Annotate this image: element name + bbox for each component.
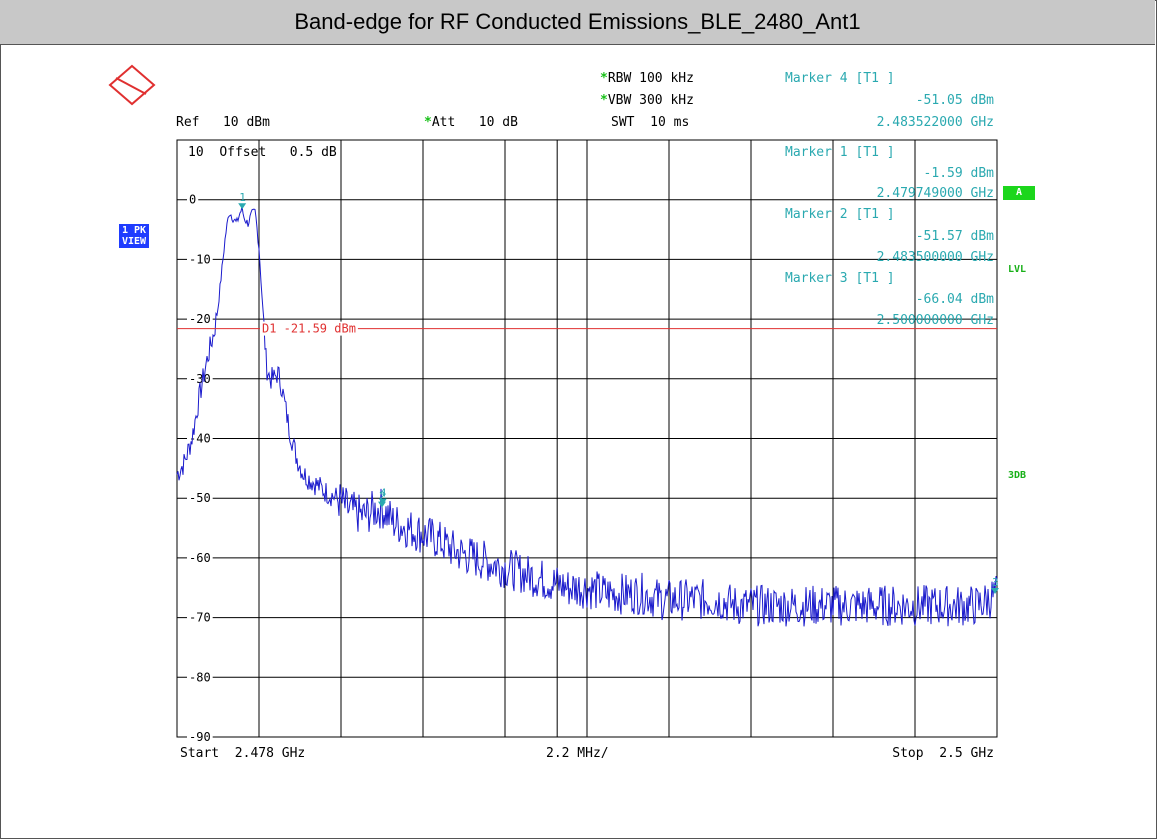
y-tick-label: 0 xyxy=(189,193,196,207)
y-tick-label: -70 xyxy=(189,611,211,625)
marker-4-label: 4 xyxy=(380,486,387,499)
trace-line xyxy=(176,206,998,627)
y-tick-label-bg xyxy=(187,192,199,207)
attenuation-readout: *Att 10 dB xyxy=(424,115,518,130)
y-tick-label-bg xyxy=(187,491,213,506)
y-tick-label-bg xyxy=(187,610,213,625)
marker-3-symbol xyxy=(991,587,999,594)
3db-label: 3DB xyxy=(1008,470,1027,481)
page-title: Band-edge for RF Conducted Emissions_BLE… xyxy=(0,0,1155,45)
y-tick-label: -60 xyxy=(189,551,211,565)
marker-3-label: 3 xyxy=(992,576,999,589)
marker-1-symbol xyxy=(238,203,247,210)
y-tick-label-bg xyxy=(187,730,213,744)
y-tick-label-bg xyxy=(187,252,213,267)
start-frequency: Start 2.478 GHz xyxy=(180,746,306,761)
rohde-schwarz-logo xyxy=(108,64,156,106)
marker4-freq: 2.483522000 GHz xyxy=(876,115,994,130)
marker-2-label: 2 xyxy=(379,490,386,503)
vbw-readout: *VBW 300 kHz xyxy=(600,93,694,108)
marker2-title: Marker 2 [T1 ] xyxy=(785,207,895,222)
y-tick-label: -90 xyxy=(189,730,211,744)
y-tick-label: -80 xyxy=(189,670,211,684)
y-tick-label: -10 xyxy=(189,252,211,266)
y-tick-label-bg xyxy=(187,431,213,446)
marker2-level: -51.57 dBm xyxy=(915,229,994,244)
marker1-freq: 2.479749000 GHz xyxy=(876,186,994,201)
marker-2-symbol xyxy=(378,501,386,508)
y-tick-label-bg xyxy=(187,371,213,386)
marker4-level: -51.05 dBm xyxy=(915,93,994,108)
lvl-label: LVL xyxy=(1008,264,1027,275)
marker3-freq: 2.500000000 GHz xyxy=(876,313,994,328)
y-tick-label: -50 xyxy=(189,491,211,505)
marker1-title: Marker 1 [T1 ] xyxy=(785,145,895,160)
marker3-title: Marker 3 [T1 ] xyxy=(785,271,895,286)
marker-4-symbol xyxy=(378,498,387,505)
trace-mode-badge: 1 PK VIEW xyxy=(119,224,150,248)
display-line-label: D1 -21.59 dBm xyxy=(262,322,356,336)
ref-level-readout: Ref 10 dBm xyxy=(176,115,270,130)
marker4-title: Marker 4 [T1 ] xyxy=(785,71,895,86)
y-tick-label-bg xyxy=(187,312,213,327)
display-line-label-bg xyxy=(260,321,358,336)
stop-frequency: Stop 2.5 GHz xyxy=(892,746,994,761)
trace-a-badge: A xyxy=(1003,186,1035,200)
marker3-level: -66.04 dBm xyxy=(915,292,994,307)
rbw-readout: *RBW 100 kHz xyxy=(600,71,694,86)
y-tick-label-bg xyxy=(187,670,213,685)
y-tick-label-bg xyxy=(187,550,213,565)
swt-readout: SWT 10 ms xyxy=(611,115,690,130)
y-tick-label: -20 xyxy=(189,312,211,326)
offset-readout: 10 Offset 0.5 dB xyxy=(188,145,337,160)
marker-1-label: 1 xyxy=(239,191,246,204)
y-tick-label: -40 xyxy=(189,432,211,446)
marker2-freq: 2.483500000 GHz xyxy=(876,250,994,265)
marker1-level: -1.59 dBm xyxy=(923,166,994,181)
span-per-division: 2.2 MHz/ xyxy=(546,746,609,761)
y-tick-label: -30 xyxy=(189,372,211,386)
